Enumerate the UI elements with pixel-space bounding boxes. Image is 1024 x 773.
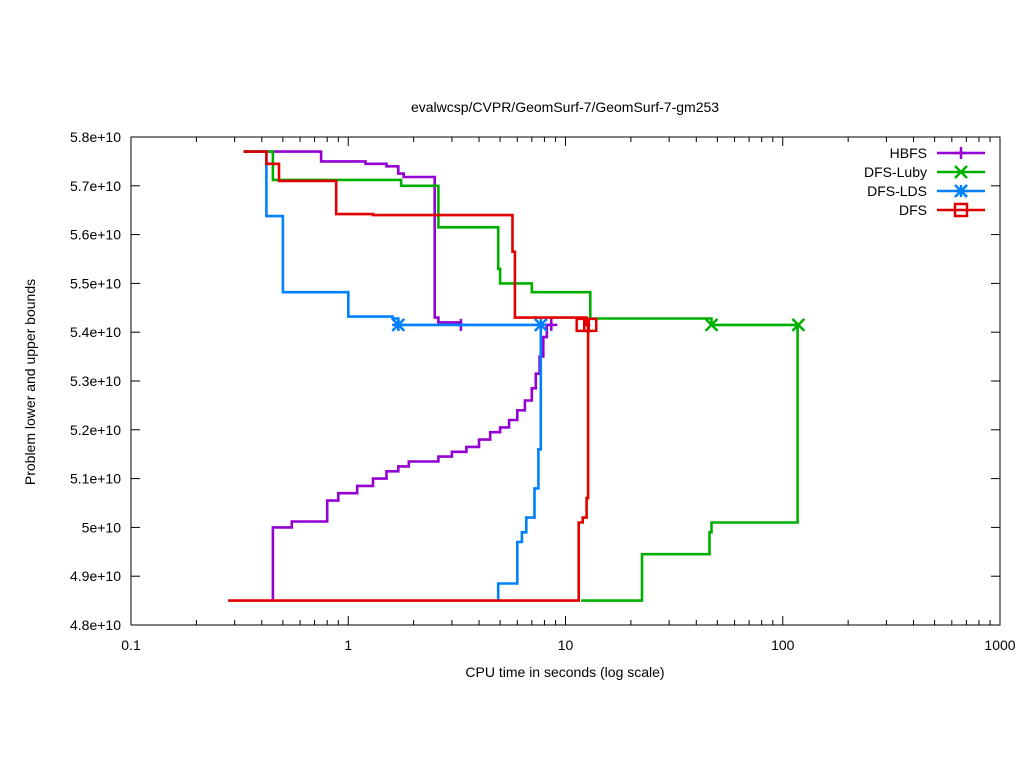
point-marker-dfs-luby-0	[704, 317, 719, 332]
series-hbfs	[243, 150, 558, 601]
legend-item-hbfs: HBFS	[890, 145, 985, 161]
point-marker-dfs-luby-1	[791, 317, 806, 332]
legend-label: DFS-LDS	[867, 183, 927, 199]
series-dfs	[228, 150, 598, 602]
legend: HBFS DFS-Luby DFS-LDS DFS	[864, 145, 985, 218]
x-tick-label: 100	[771, 637, 795, 653]
legend-marker	[954, 184, 968, 198]
legend-item-dfs: DFS	[899, 202, 985, 218]
point-marker-dfs-0	[575, 317, 590, 333]
y-tick-label: 5.6e+10	[70, 227, 121, 243]
legend-label: DFS	[899, 202, 927, 218]
legend-label: HBFS	[890, 145, 927, 161]
legend-marker	[953, 202, 969, 218]
y-tick-label: 5.4e+10	[70, 324, 121, 340]
y-tick-label: 5.8e+10	[70, 129, 121, 145]
series-layer	[228, 150, 806, 602]
legend-item-dfs-luby: DFS-Luby	[864, 164, 985, 180]
y-tick-label: 4.9e+10	[70, 568, 121, 584]
y-tick-label: 5.5e+10	[70, 275, 121, 291]
series-line-hbfs-upper	[243, 150, 463, 325]
x-tick-label: 1000	[984, 637, 1015, 653]
y-tick-label: 5.1e+10	[70, 471, 121, 487]
point-marker-dfs-lds-0	[391, 317, 406, 332]
y-tick-label: 5.2e+10	[70, 422, 121, 438]
series-dfs-luby	[243, 150, 806, 602]
series-line-hbfs-lower	[271, 323, 552, 601]
series-line-dfs-upper	[243, 150, 591, 327]
chart-title: evalwcsp/CVPR/GeomSurf-7/GeomSurf-7-gm25…	[411, 99, 719, 115]
legend-marker	[955, 147, 967, 159]
series-line-dfs-lds-upper	[251, 150, 544, 327]
x-tick-label: 0.1	[121, 637, 141, 653]
y-tick-label: 5e+10	[82, 519, 122, 535]
x-axis-label: CPU time in seconds (log scale)	[465, 664, 664, 680]
series-line-dfs-luby-upper	[243, 150, 799, 327]
axes-layer: 4.8e+10 4.9e+10 5e+10 5.1e+10 5.2e+10 5.3e+10…	[70, 129, 1016, 653]
y-tick-label: 5.3e+10	[70, 373, 121, 389]
point-marker-dfs-1	[583, 317, 598, 333]
x-tick-label: 10	[558, 637, 574, 653]
legend-item-dfs-lds: DFS-LDS	[867, 183, 985, 199]
series-line-dfs-luby-lower	[581, 324, 799, 602]
y-axis-label: Problem lower and upper bounds	[22, 279, 38, 485]
legend-marker	[954, 165, 968, 179]
point-marker-dfs-lds-1	[533, 317, 548, 332]
plot-frame	[130, 136, 1001, 626]
x-tick-label: 1	[344, 637, 352, 653]
series-dfs-lds	[251, 150, 548, 601]
y-tick-label: 5.7e+10	[70, 178, 121, 194]
y-tick-label: 4.8e+10	[70, 617, 121, 633]
series-line-dfs-lower	[228, 324, 590, 602]
point-marker-hbfs-2	[545, 318, 558, 331]
series-line-dfs-lds-lower	[496, 324, 543, 601]
legend-label: DFS-Luby	[864, 164, 927, 180]
